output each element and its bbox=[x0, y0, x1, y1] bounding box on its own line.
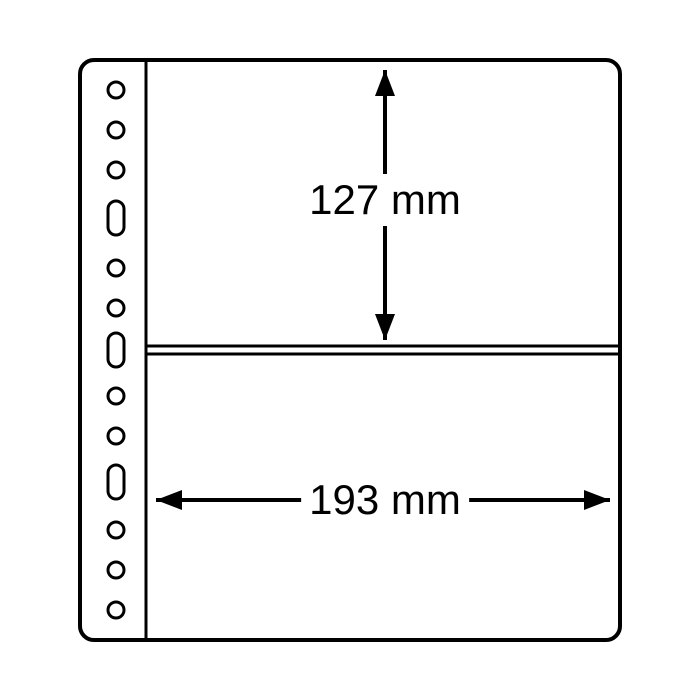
diagram-canvas: 127 mm 193 mm bbox=[0, 0, 700, 700]
sheet-outline bbox=[80, 60, 620, 640]
horizontal-dimension-label: 193 mm bbox=[301, 474, 469, 526]
vertical-dimension-label: 127 mm bbox=[301, 174, 469, 226]
diagram-svg bbox=[0, 0, 700, 700]
